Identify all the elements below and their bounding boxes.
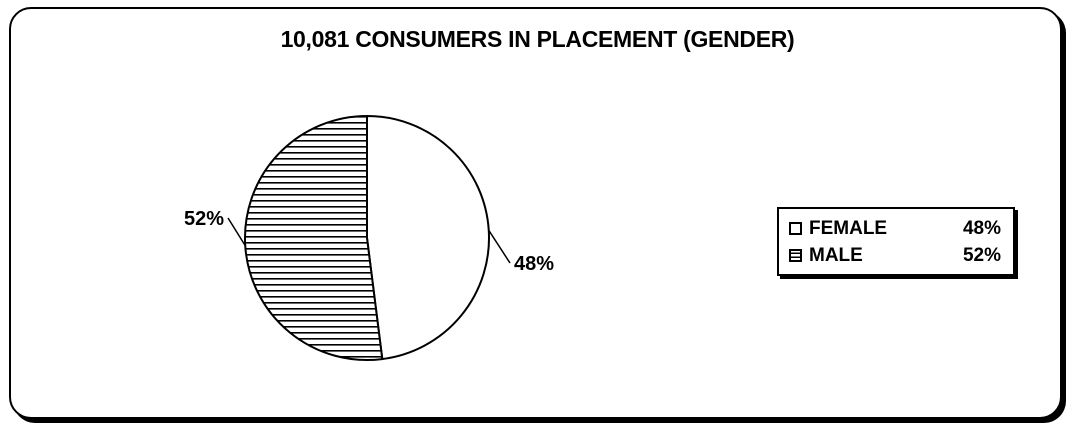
legend-value-male: 52% [962, 245, 1001, 266]
leader-line-female [488, 229, 511, 264]
pie-slice-male [244, 114, 384, 361]
chart-title: 10,081 CONSUMERS IN PLACEMENT (GENDER) [280, 26, 795, 52]
legend-entry-female: FEMALE 48% [789, 217, 1001, 241]
legend-entry-male: MALE 52% [789, 244, 1001, 268]
data-label-male: 52% [184, 208, 224, 230]
legend-label-female: FEMALE [809, 218, 888, 239]
leader-line-male [227, 217, 246, 247]
legend-swatch-male [789, 249, 802, 262]
legend-value-female: 48% [962, 218, 1001, 239]
data-label-female: 48% [514, 253, 554, 275]
legend-swatch-female [789, 222, 802, 235]
chart-legend: FEMALE 48% MALE 52% [777, 207, 1015, 276]
pie-slice-female [366, 114, 490, 361]
legend-label-male: MALE [809, 245, 863, 266]
